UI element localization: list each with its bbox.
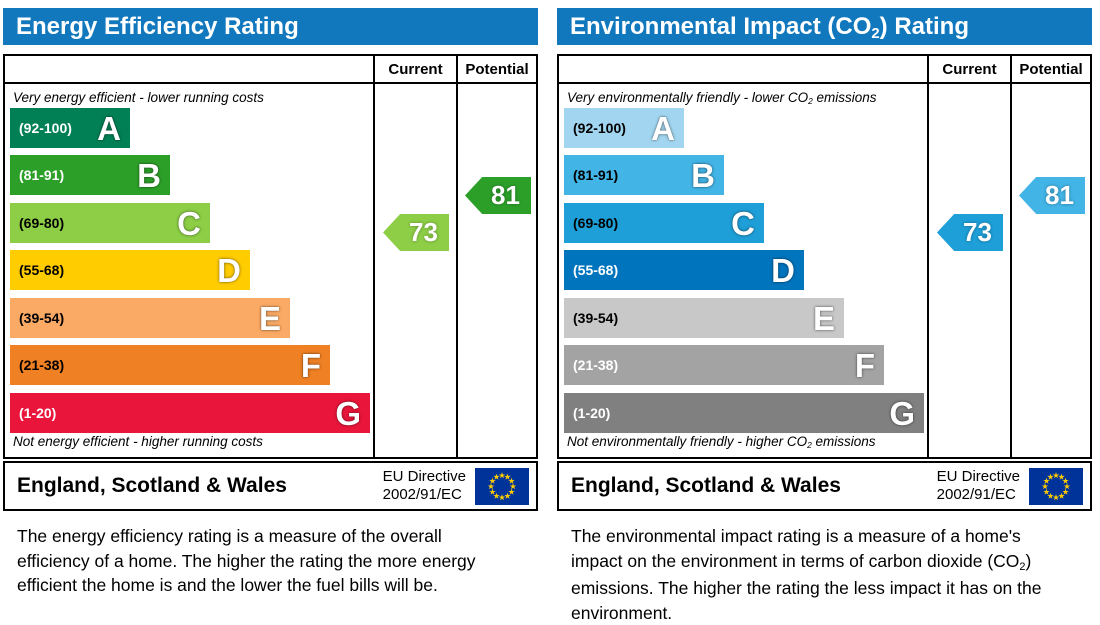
environment-potential-column: 81 — [1010, 84, 1090, 457]
environment-potential-rating-arrow: 81 — [1019, 177, 1085, 214]
environment-band-f: (21-38) F — [564, 345, 884, 385]
environment-potential-column-header: Potential — [1010, 56, 1090, 82]
energy-rating-table: Current Potential Very energy efficient … — [3, 54, 538, 459]
energy-eu-directive-line1: EU Directive — [382, 468, 466, 486]
environment-eu-directive-line2: 2002/91/EC — [936, 486, 1016, 503]
energy-band-b: (81-91) B — [10, 155, 170, 195]
environmental-impact-panel: Environmental Impact (CO2) Rating Curren… — [557, 8, 1092, 625]
environment-rating-table: Current Potential Very environmentally f… — [557, 54, 1092, 459]
environment-panel-title: Environmental Impact (CO2) Rating — [557, 8, 1092, 45]
energy-top-caption: Very energy efficient - lower running co… — [13, 90, 264, 105]
environment-description: The environmental impact rating is a mea… — [571, 526, 1042, 623]
energy-band-c-range: (69-80) — [19, 215, 65, 231]
environment-band-b-letter: B — [691, 156, 715, 194]
environment-band-f-letter: F — [854, 346, 875, 384]
environment-table-body: Very environmentally friendly - lower CO… — [559, 84, 1090, 457]
environment-band-chart: Very environmentally friendly - lower CO… — [559, 84, 927, 457]
environment-band-g: (1-20) G — [564, 393, 924, 433]
environment-bottom-caption: Not environmentally friendly - higher CO… — [567, 434, 876, 451]
energy-potential-rating-arrow: 81 — [465, 177, 531, 214]
environment-band-e: (39-54) E — [564, 298, 844, 338]
energy-current-column-header: Current — [373, 56, 456, 82]
energy-band-d: (55-68) D — [10, 250, 250, 290]
energy-footer-bar: England, Scotland & Wales EU Directive 2… — [3, 461, 538, 511]
environment-eu-directive-line1: EU Directive — [936, 468, 1020, 486]
energy-band-b-range: (81-91) — [19, 167, 65, 183]
environment-band-c-letter: C — [731, 204, 755, 242]
environment-band-d: (55-68) D — [564, 250, 804, 290]
environment-band-c-range: (69-80) — [573, 215, 619, 231]
energy-bottom-caption: Not energy efficient - higher running co… — [13, 434, 263, 449]
energy-band-chart: Very energy efficient - lower running co… — [5, 84, 373, 457]
energy-header-spacer — [5, 56, 373, 82]
environment-band-d-letter: D — [771, 251, 795, 289]
energy-current-rating-arrow: 73 — [383, 214, 449, 251]
energy-band-g: (1-20) G — [10, 393, 370, 433]
environment-band-e-letter: E — [812, 299, 835, 337]
energy-efficiency-panel: Energy Efficiency Rating Current Potenti… — [3, 8, 538, 625]
energy-band-g-letter: G — [335, 394, 361, 432]
environment-band-a: (92-100) A — [564, 108, 684, 148]
environment-header-spacer — [559, 56, 927, 82]
energy-band-b-letter: B — [137, 156, 161, 194]
energy-potential-column-header: Potential — [456, 56, 536, 82]
eu-flag-icon — [475, 467, 529, 505]
energy-band-a-range: (92-100) — [19, 120, 72, 136]
energy-band-f-letter: F — [300, 346, 321, 384]
energy-band-e-range: (39-54) — [19, 310, 65, 326]
environment-band-g-range: (1-20) — [573, 405, 611, 421]
energy-description: The energy efficiency rating is a measur… — [17, 526, 476, 595]
energy-table-header: Current Potential — [5, 56, 536, 84]
energy-table-body: Very energy efficient - lower running co… — [5, 84, 536, 457]
energy-region-label: England, Scotland & Wales — [17, 474, 287, 497]
energy-band-c-letter: C — [177, 204, 201, 242]
environment-band-a-letter: A — [651, 109, 675, 147]
energy-current-column: 73 — [373, 84, 456, 457]
environment-band-a-range: (92-100) — [573, 120, 626, 136]
eu-flag-icon — [1029, 467, 1083, 505]
energy-band-a: (92-100) A — [10, 108, 130, 148]
environment-current-column-header: Current — [927, 56, 1010, 82]
energy-band-d-letter: D — [217, 251, 241, 289]
environment-band-g-letter: G — [889, 394, 915, 432]
energy-band-f: (21-38) F — [10, 345, 330, 385]
environment-region-label: England, Scotland & Wales — [571, 474, 841, 497]
environment-table-header: Current Potential — [559, 56, 1090, 84]
environment-band-b: (81-91) B — [564, 155, 724, 195]
environment-top-caption: Very environmentally friendly - lower CO… — [567, 90, 877, 107]
energy-band-d-range: (55-68) — [19, 262, 65, 278]
environment-current-rating-arrow: 73 — [937, 214, 1003, 251]
environment-band-b-range: (81-91) — [573, 167, 619, 183]
energy-panel-title: Energy Efficiency Rating — [3, 8, 538, 45]
energy-band-e: (39-54) E — [10, 298, 290, 338]
environment-footer-bar: England, Scotland & Wales EU Directive 2… — [557, 461, 1092, 511]
environment-current-column: 73 — [927, 84, 1010, 457]
energy-band-g-range: (1-20) — [19, 405, 57, 421]
environment-eu-directive-label: EU Directive 2002/91/EC — [937, 468, 1020, 503]
energy-band-e-letter: E — [258, 299, 281, 337]
energy-eu-directive-line2: 2002/91/EC — [382, 486, 462, 503]
environment-band-f-range: (21-38) — [573, 357, 619, 373]
energy-band-c: (69-80) C — [10, 203, 210, 243]
environment-band-c: (69-80) C — [564, 203, 764, 243]
energy-band-f-range: (21-38) — [19, 357, 65, 373]
energy-eu-directive-label: EU Directive 2002/91/EC — [383, 468, 466, 503]
energy-potential-column: 81 — [456, 84, 536, 457]
environment-band-e-range: (39-54) — [573, 310, 619, 326]
energy-band-a-letter: A — [97, 109, 121, 147]
environment-band-d-range: (55-68) — [573, 262, 619, 278]
